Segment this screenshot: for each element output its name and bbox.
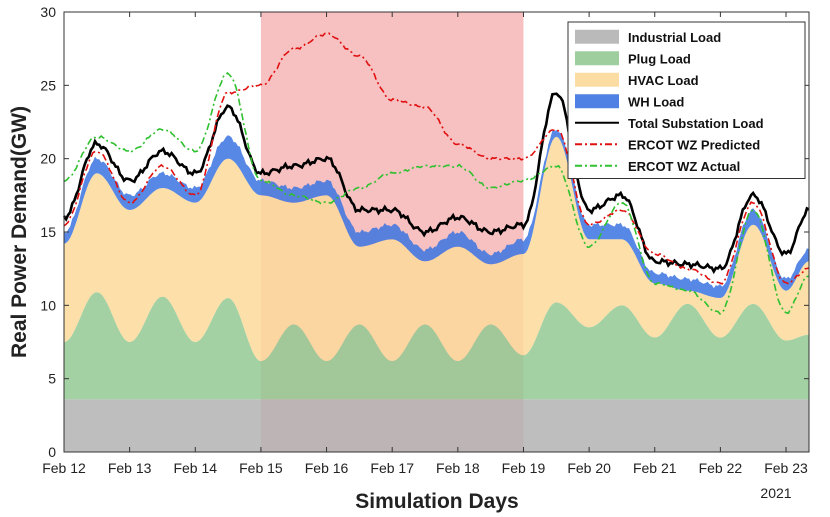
legend-swatch-wh-load (575, 94, 619, 109)
line-total-substation-load (62, 92, 810, 275)
y-tick-label: 20 (40, 151, 56, 167)
axes-layer: 0 5 10 15 20 25 30 Feb 12 Feb 13 Feb 14 Feb 15 Feb … (40, 4, 810, 476)
x-tick-label: Feb 13 (108, 460, 152, 476)
legend: Industrial Load Plug Load HVAC Load WH Load… (567, 21, 806, 179)
legend-label-wh-load: WH Load (628, 94, 684, 109)
x-tick-label: Feb 19 (502, 460, 546, 476)
y-tick-label: 5 (48, 371, 56, 387)
y-tick-label: 0 (48, 444, 56, 460)
legend-label-industrial-load: Industrial Load (628, 30, 721, 45)
y-tick-label: 30 (40, 4, 56, 20)
legend-swatch-industrial-load (575, 29, 619, 44)
legend-label-total-substation-load: Total Substation Load (628, 116, 764, 131)
y-tick-label: 10 (40, 297, 56, 313)
legend-label-ercot-wz-predicted: ERCOT WZ Predicted (628, 137, 760, 152)
area-hvac-load (64, 136, 809, 362)
area-industrial-load (64, 399, 809, 452)
year-label: 2021 (760, 485, 791, 501)
x-tick-label: Feb 16 (305, 460, 349, 476)
x-tick-label: Feb 15 (239, 460, 283, 476)
x-tick-label: Feb 12 (42, 460, 86, 476)
x-tick-label: Feb 18 (436, 460, 480, 476)
line-layer (62, 32, 810, 316)
y-tick-label: 15 (40, 224, 56, 240)
legend-label-ercot-wz-actual: ERCOT WZ Actual (628, 159, 740, 174)
area-plug-load (64, 292, 809, 400)
x-tick-label: Feb 14 (173, 460, 217, 476)
area-layer (64, 130, 809, 452)
line-ercot-wz-predicted (63, 32, 810, 285)
area-wh-load (64, 130, 809, 298)
line-ercot-wz-actual (63, 71, 810, 316)
y-tick-label: 25 (40, 77, 56, 93)
x-axis-title: Simulation Days (355, 490, 518, 513)
y-axis-title: Real Power Demand(GW) (8, 106, 31, 358)
legend-swatch-plug-load (575, 51, 619, 66)
x-tick-label: Feb 20 (567, 460, 611, 476)
x-tick-label: Feb 23 (764, 460, 808, 476)
legend-label-plug-load: Plug Load (628, 51, 691, 66)
x-tick-label: Feb 21 (633, 460, 677, 476)
legend-swatch-hvac-load (575, 72, 619, 87)
legend-label-hvac-load: HVAC Load (628, 73, 699, 88)
x-tick-label: Feb 17 (370, 460, 414, 476)
x-tick-label: Feb 22 (699, 460, 743, 476)
